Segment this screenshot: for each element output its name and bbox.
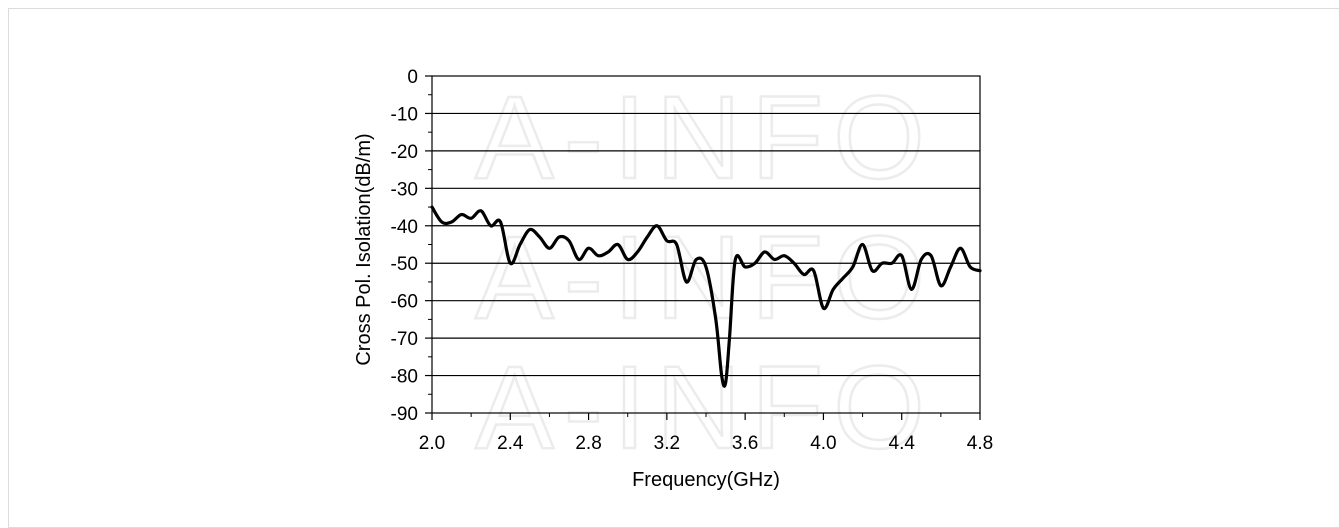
watermark-text: A-INFO	[475, 342, 935, 474]
series-layer	[430, 205, 982, 388]
y-axis-title: Cross Pol. Isolation(dB/m)	[353, 133, 375, 365]
x-tick-label: 4.0	[810, 433, 836, 454]
y-tick-label: -90	[391, 404, 418, 425]
y-tick-label: -30	[391, 179, 418, 200]
y-tick-label: -50	[391, 254, 418, 275]
x-axis-title: Frequency(GHz)	[632, 469, 780, 491]
x-tick-label: 3.2	[654, 433, 680, 454]
y-tick-label: -80	[391, 367, 418, 388]
x-tick-label: 4.8	[967, 433, 993, 454]
y-tick-label: -40	[391, 217, 418, 238]
series-line	[430, 205, 982, 388]
x-tick-label: 3.6	[732, 433, 758, 454]
x-tick-label: 4.4	[889, 433, 916, 454]
y-tick-label: -60	[391, 292, 418, 313]
watermark-text: A-INFO	[475, 212, 935, 344]
x-tick-label: 2.0	[419, 433, 445, 454]
y-tick-label: -10	[391, 104, 418, 125]
watermark-text: A-INFO	[475, 72, 935, 204]
y-tick-label: -70	[391, 329, 418, 350]
y-tick-label: 0	[407, 67, 418, 88]
x-tick-label: 2.8	[575, 433, 601, 454]
y-tick-label: -20	[391, 142, 418, 163]
axis-layer: 0 -10 -20 -30 -40 -50 -60 -70 -80 -902.0 2.4 2.8 3.2…	[391, 67, 994, 454]
x-tick-label: 2.4	[497, 433, 524, 454]
